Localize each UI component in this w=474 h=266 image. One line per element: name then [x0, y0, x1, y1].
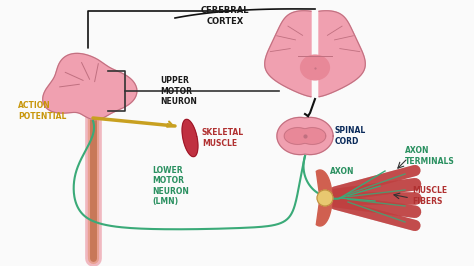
Text: SPINAL
CORD: SPINAL CORD: [335, 126, 366, 146]
Text: CEREBRAL
CORTEX: CEREBRAL CORTEX: [201, 6, 249, 26]
Polygon shape: [319, 11, 365, 97]
Text: LOWER
MOTOR
NEURON
(LMN): LOWER MOTOR NEURON (LMN): [152, 166, 189, 206]
Polygon shape: [316, 170, 332, 226]
Polygon shape: [284, 128, 326, 144]
Polygon shape: [43, 53, 137, 120]
Polygon shape: [264, 11, 311, 97]
Text: AXON: AXON: [330, 167, 355, 176]
Text: SKELETAL
MUSCLE: SKELETAL MUSCLE: [202, 128, 244, 148]
Polygon shape: [277, 117, 333, 155]
Ellipse shape: [301, 55, 329, 80]
Text: UPPER
MOTOR
NEURON: UPPER MOTOR NEURON: [160, 76, 197, 106]
Text: ACTION
POTENTIAL: ACTION POTENTIAL: [18, 101, 66, 121]
Polygon shape: [182, 119, 198, 157]
Text: MUSCLE
FIBERS: MUSCLE FIBERS: [412, 186, 447, 206]
Polygon shape: [88, 101, 96, 256]
Circle shape: [317, 190, 333, 206]
Text: AXON
TERMINALS: AXON TERMINALS: [405, 146, 455, 166]
